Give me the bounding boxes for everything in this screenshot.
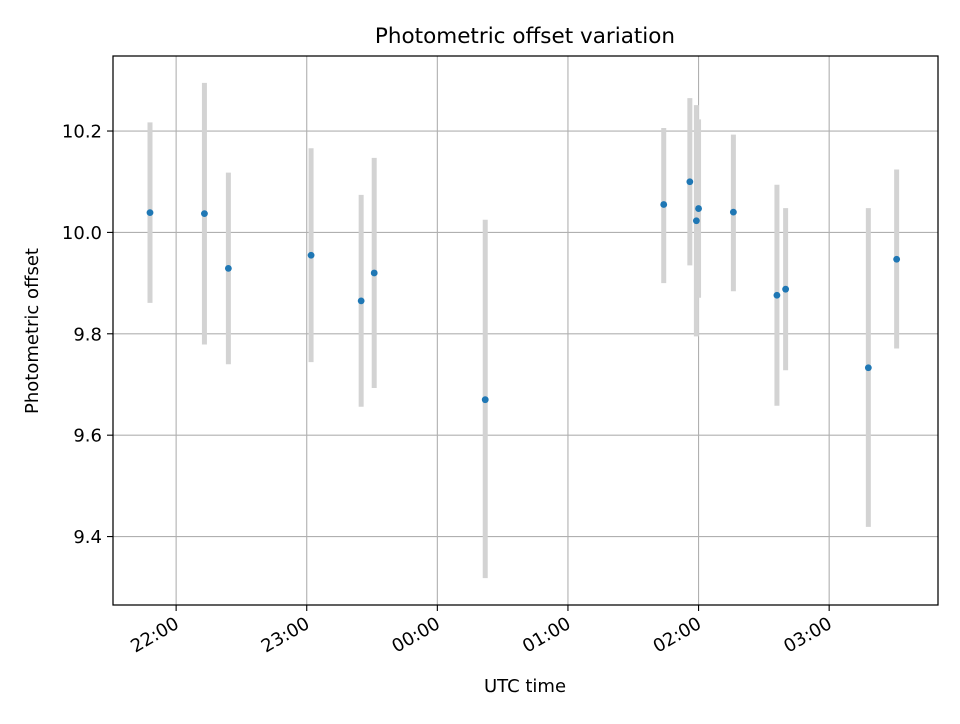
y-tick-label: 9.4 [73, 527, 102, 548]
data-point [357, 297, 365, 305]
data-point [893, 255, 901, 263]
y-tick-label: 9.8 [73, 324, 102, 345]
data-point [773, 291, 781, 299]
data-point [864, 364, 872, 372]
chart-title: Photometric offset variation [375, 24, 675, 49]
y-tick-label: 9.6 [73, 426, 102, 447]
data-point [146, 209, 154, 217]
y-tick-label: 10.0 [62, 223, 102, 244]
data-point [481, 396, 489, 404]
data-point [370, 269, 378, 277]
x-axis-label: UTC time [484, 676, 566, 697]
y-axis-label: Photometric offset [22, 248, 43, 414]
data-point [695, 205, 702, 212]
data-point [201, 210, 208, 218]
y-axis-ticks: 9.4 9.6 9.8 10.0 10.2 [62, 122, 113, 548]
data-point [307, 251, 315, 259]
data-point [729, 208, 737, 216]
y-tick-label: 10.2 [62, 122, 102, 143]
data-point [224, 265, 232, 272]
data-points [146, 178, 901, 404]
data-point [660, 201, 668, 208]
data-point [692, 217, 700, 225]
data-point [782, 285, 790, 293]
plot-frame [112, 55, 939, 606]
data-point [686, 178, 694, 186]
